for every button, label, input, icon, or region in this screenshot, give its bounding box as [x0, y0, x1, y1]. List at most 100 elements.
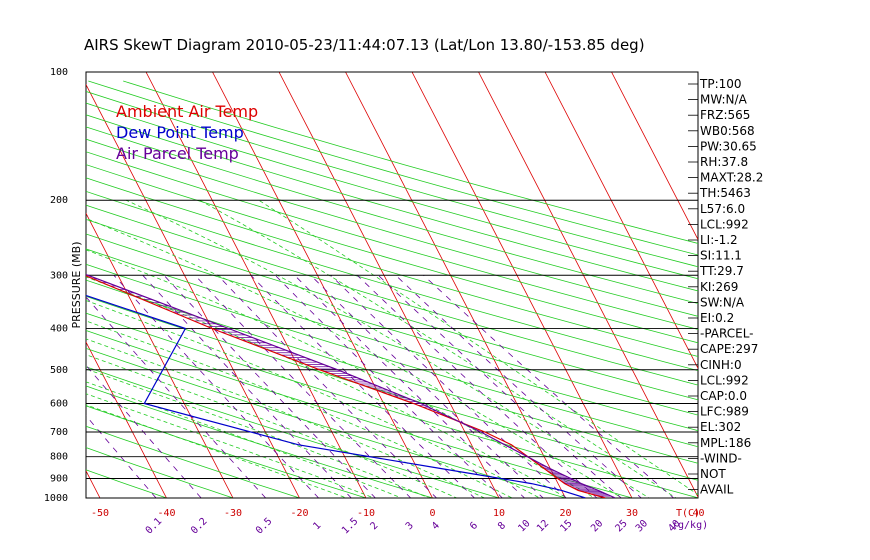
- dry-adiabat-line: [86, 312, 698, 498]
- stat-item: CAPE:297: [700, 342, 758, 356]
- pressure-tick-label: 600: [50, 398, 68, 409]
- pressure-tick-label: 800: [50, 452, 68, 463]
- dry-adiabat-line: [86, 366, 501, 498]
- dry-adiabat-line: [86, 190, 698, 372]
- mixing-ratio-label: 25: [614, 518, 630, 534]
- mixing-ratio-label: 30: [634, 518, 650, 534]
- stat-item: TP:100: [699, 77, 742, 91]
- mixing-ratio-label: 10: [516, 518, 532, 534]
- isotherm-line: [86, 341, 167, 498]
- legend-entry: Ambient Air Temp: [116, 102, 258, 121]
- mixing-ratio-line: [275, 275, 503, 498]
- series-line: [86, 275, 606, 498]
- pressure-tick-label: 900: [50, 474, 68, 485]
- pressure-tick-label: 100: [50, 67, 68, 78]
- isotherm-line: [478, 72, 698, 498]
- moist-adiabat-line: [86, 381, 403, 498]
- dry-adiabat-line: [86, 295, 698, 481]
- dry-adiabat-line: [86, 447, 235, 498]
- temperature-tick-label: 10: [493, 508, 505, 519]
- dry-adiabat-line: [86, 126, 698, 304]
- mixing-ratio-label: 2: [368, 520, 380, 532]
- mixing-ratio-label: 4: [430, 520, 442, 532]
- moist-adiabat-line: [86, 404, 348, 498]
- stat-item: SI:11.1: [700, 249, 742, 263]
- isotherm-line: [0, 72, 34, 498]
- dry-adiabat-line: [86, 164, 698, 344]
- dry-adiabat-line: [86, 218, 698, 401]
- legend: Ambient Air Temp Dew Point Temp Air Parcel…: [116, 102, 258, 163]
- pressure-tick-label: 1000: [44, 493, 68, 504]
- stat-item: MAXT:28.2: [700, 171, 763, 185]
- y-axis-label: PRESSURE (MB): [70, 242, 83, 329]
- mixing-ratio-line: [163, 275, 376, 498]
- dry-adiabat-line: [86, 279, 698, 464]
- stat-item: NOT: [700, 467, 726, 481]
- dry-adiabat-line: [86, 385, 434, 498]
- dry-adiabat-line: [86, 425, 301, 498]
- pressure-tick-label: 700: [50, 427, 68, 438]
- stat-item: EI:0.2: [700, 311, 734, 325]
- dry-adiabat-line: [86, 138, 698, 317]
- dry-adiabat-line: [86, 177, 698, 357]
- mixing-ratio-line: [423, 275, 675, 498]
- dry-adiabat-line: [86, 102, 698, 280]
- mixing-ratio-label: 12: [535, 518, 551, 534]
- stat-item: LCL:992: [700, 373, 749, 387]
- stat-item: KI:269: [700, 280, 738, 294]
- isotherm-line: [145, 72, 367, 498]
- pressure-tick-label: 400: [50, 323, 68, 334]
- mixing-ratio-line: [330, 275, 567, 498]
- stat-item: RH:37.8: [700, 155, 748, 169]
- mixing-ratio-line: [86, 296, 267, 498]
- stat-item: LCL:992: [700, 217, 749, 231]
- series-line: [86, 294, 586, 498]
- mixing-ratio-label: 20: [589, 518, 605, 534]
- dry-adiabat-line: [86, 469, 168, 498]
- stat-item: FRZ:565: [700, 108, 750, 122]
- mixing-ratio-label: 1.5: [340, 516, 361, 537]
- moist-adiabat-line: [258, 199, 698, 496]
- dry-adiabat-line: [86, 263, 698, 448]
- temperature-tick-label: -20: [290, 508, 308, 519]
- moist-adiabat-line: [86, 354, 458, 498]
- stat-item: TH:5463: [699, 186, 751, 200]
- isotherm-line: [345, 72, 566, 498]
- series-layer: [86, 273, 616, 498]
- dry-adiabat-line: [86, 204, 698, 386]
- temperature-tick-label: 20: [559, 508, 571, 519]
- dry-adiabat-line: [86, 114, 698, 292]
- stat-item: TT:29.7: [699, 264, 744, 278]
- pressure-tick-label: 300: [50, 270, 68, 281]
- stat-item: LI:-1.2: [700, 233, 738, 247]
- dry-adiabat-line: [86, 91, 698, 268]
- stat-item: AVAIL: [700, 483, 734, 497]
- pressure-tick-label: 200: [50, 195, 68, 206]
- isotherm-line: [611, 72, 698, 241]
- isotherm-line: [411, 72, 633, 498]
- mixing-ratio-line: [113, 275, 320, 498]
- mixing-ratio-label: 6: [468, 520, 480, 532]
- temperature-tick-label: 0: [429, 508, 435, 519]
- pressure-tick-label: 500: [50, 365, 68, 376]
- stat-item: LFC:989: [700, 405, 749, 419]
- mixing-ratio-line: [310, 275, 544, 498]
- mixing-ratio-line: [378, 275, 622, 498]
- mixing-ratio-label: 8: [496, 520, 508, 532]
- isotherm-line: [212, 72, 433, 498]
- stat-item: -PARCEL-: [700, 327, 754, 341]
- stat-item: PW:30.65: [700, 139, 757, 153]
- dry-adiabat-line: [86, 248, 698, 432]
- temperature-tick-label: 40: [692, 508, 704, 519]
- temperature-tick-label: -50: [91, 508, 109, 519]
- chart-title: AIRS SkewT Diagram 2010-05-23/11:44:07.1…: [84, 36, 645, 54]
- stat-item: WB0:568: [700, 124, 755, 138]
- temperature-tick-label: -30: [224, 508, 242, 519]
- stat-item: CINH:0: [700, 358, 742, 372]
- mixing-ratio-line: [294, 275, 526, 498]
- mixing-ratio-label: 1: [311, 520, 323, 532]
- stat-item: EL:302: [700, 420, 741, 434]
- stat-item: L57:6.0: [700, 202, 745, 216]
- temperature-tick-label: -40: [157, 508, 175, 519]
